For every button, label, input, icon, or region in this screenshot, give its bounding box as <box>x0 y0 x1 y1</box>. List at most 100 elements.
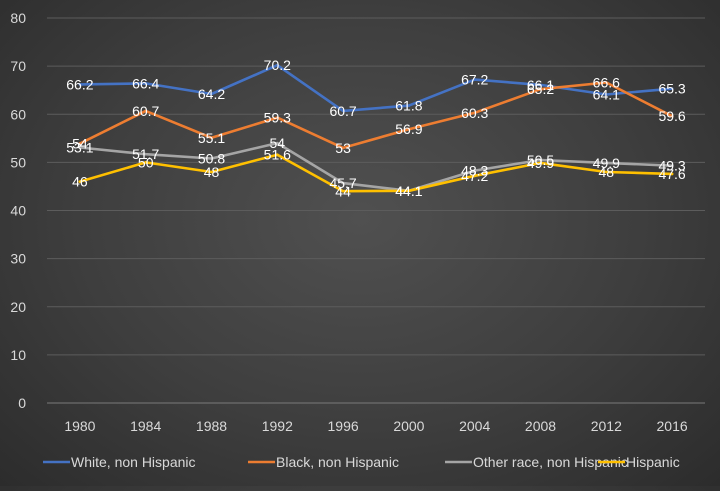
y-tick-label: 70 <box>10 58 26 74</box>
x-axis: 1980 1984 1988 1992 1996 2000 2004 2008 2012 2016 <box>64 418 688 434</box>
data-point <box>341 109 345 113</box>
data-label: 44.1 <box>395 183 422 199</box>
data-label: 47.6 <box>658 166 685 182</box>
data-point <box>670 172 674 176</box>
data-label: 50.5 <box>527 152 554 168</box>
data-point <box>670 87 674 91</box>
data-point <box>341 189 345 193</box>
data-label: 67.2 <box>461 72 488 88</box>
y-tick-label: 0 <box>18 395 26 411</box>
legend-label: Black, non Hispanic <box>276 454 399 470</box>
data-label: 51.6 <box>264 147 291 163</box>
data-point <box>144 152 147 156</box>
data-label: 59.6 <box>658 108 685 124</box>
data-point <box>78 142 82 145</box>
data-point <box>78 146 82 149</box>
data-point <box>210 92 213 96</box>
data-label: 60.3 <box>461 105 488 121</box>
data-label: 60.7 <box>329 103 356 119</box>
data-point <box>210 170 213 174</box>
y-tick-label: 20 <box>10 299 26 315</box>
data-label: 70.2 <box>264 57 291 73</box>
data-label: 50.8 <box>198 151 225 167</box>
legend-label: White, non Hispanic <box>71 454 196 470</box>
data-label: 59.3 <box>264 110 291 126</box>
data-point <box>670 114 674 118</box>
data-point <box>473 174 477 178</box>
data-point <box>670 164 674 168</box>
data-label: 53 <box>335 140 351 156</box>
y-tick-label: 60 <box>10 106 26 122</box>
legend: White, non Hispanic Black, non Hispanic Ot… <box>43 454 680 470</box>
data-point <box>407 104 411 107</box>
data-label: 54 <box>270 135 286 151</box>
data-label: 44 <box>335 183 351 199</box>
data-point <box>341 146 345 150</box>
data-point <box>276 141 279 145</box>
data-point <box>144 161 147 164</box>
data-point <box>407 127 411 131</box>
data-point <box>539 161 542 165</box>
series-line <box>78 153 674 193</box>
y-tick-label: 50 <box>10 154 26 170</box>
series-line <box>78 63 674 113</box>
data-label: 64.1 <box>593 87 620 103</box>
data-point <box>605 93 608 96</box>
data-point <box>276 116 279 119</box>
x-tick-label: 2000 <box>393 418 424 434</box>
data-label: 65.2 <box>527 81 554 97</box>
data-label: 48.3 <box>461 163 488 179</box>
data-label: 61.8 <box>395 98 422 114</box>
data-label: 46 <box>72 174 88 190</box>
data-point <box>605 161 608 165</box>
data-point <box>276 153 279 156</box>
data-point <box>144 82 147 85</box>
y-tick-label: 40 <box>10 203 26 219</box>
data-point <box>210 157 213 160</box>
x-tick-label: 2004 <box>459 418 490 434</box>
x-tick-label: 1992 <box>262 418 293 434</box>
data-point <box>539 87 542 91</box>
data-labels: 66.2 66.4 64.2 70.2 60.7 61.8 67.2 66.1 64.1 65.3… <box>66 57 686 199</box>
y-tick-label: 80 <box>10 10 26 26</box>
data-point <box>78 83 82 86</box>
data-label: 66.1 <box>527 77 554 93</box>
legend-label: Other race, non Hispanic <box>473 454 628 470</box>
series-lines <box>78 63 674 193</box>
x-tick-label: 2016 <box>657 418 688 434</box>
data-label: 48 <box>204 164 220 180</box>
data-label: 44.1 <box>395 183 422 199</box>
y-axis: 0 10 20 30 40 50 60 70 80 <box>10 10 26 411</box>
y-tick-label: 30 <box>10 251 26 267</box>
data-label: 49.3 <box>658 158 685 174</box>
data-point <box>473 111 477 115</box>
data-label: 64.2 <box>198 86 225 102</box>
y-tick-label: 10 <box>10 347 26 363</box>
data-point <box>539 83 542 87</box>
data-point <box>144 109 147 113</box>
x-tick-label: 1984 <box>130 418 161 434</box>
data-point <box>473 78 477 81</box>
data-label: 53.1 <box>66 139 93 155</box>
data-point <box>407 189 411 193</box>
data-label: 49.9 <box>527 155 554 171</box>
data-label: 51.7 <box>132 146 159 162</box>
x-tick-label: 2012 <box>591 418 622 434</box>
x-tick-label: 1996 <box>328 418 359 434</box>
x-tick-label: 1988 <box>196 418 227 434</box>
data-label: 60.7 <box>132 103 159 119</box>
data-label: 66.2 <box>66 76 93 92</box>
data-label: 66.4 <box>132 75 159 91</box>
x-tick-label: 1980 <box>64 418 95 434</box>
data-label: 54 <box>72 136 88 152</box>
data-point <box>473 169 477 172</box>
legend-label: Hispanic <box>626 454 680 470</box>
data-label: 66.6 <box>593 74 620 90</box>
data-point <box>341 181 345 185</box>
data-label: 65.3 <box>658 81 685 97</box>
data-label: 55.1 <box>198 130 225 146</box>
series-line <box>78 141 674 193</box>
data-label: 45.7 <box>329 175 356 191</box>
